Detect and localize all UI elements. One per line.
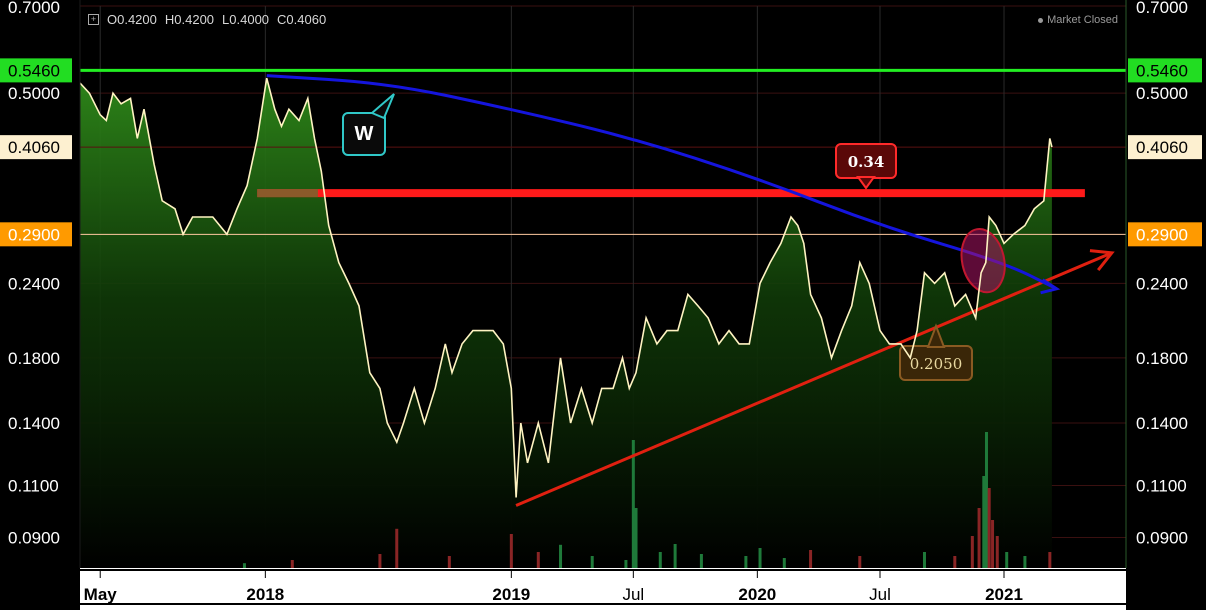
volume-bar — [858, 556, 862, 568]
w-callout-text: W — [355, 123, 374, 145]
y-tick-label-right: 0.1100 — [1136, 476, 1187, 495]
price-tag-left — [0, 58, 72, 83]
x-tick-label: May — [84, 585, 118, 604]
y-tick-label-right: 0.1400 — [1136, 414, 1188, 433]
price-tag-right-label: 0.2900 — [1136, 225, 1188, 244]
volume-bar — [624, 560, 628, 568]
price-tag-right-label: 0.4060 — [1136, 138, 1188, 157]
low-value: L0.4000 — [222, 12, 270, 27]
status-dot-icon — [1038, 17, 1044, 23]
price-tag-right — [1128, 135, 1202, 160]
volume-bar — [536, 552, 540, 568]
price-line — [79, 77, 1053, 498]
annotations: 0.34 0.2050 W — [257, 74, 1115, 507]
volume-bar — [395, 528, 399, 568]
x-tick-label: 2021 — [985, 585, 1023, 604]
volume-bar — [987, 488, 991, 568]
volume-bar — [658, 552, 662, 568]
trendline-arrowhead — [1089, 249, 1115, 272]
volume-bar — [378, 554, 382, 568]
price-area-fill — [80, 78, 1052, 568]
level-lines — [80, 68, 1126, 235]
open-value: O0.4200 — [107, 12, 157, 27]
volume-bar — [758, 548, 762, 568]
volume-bar — [673, 544, 677, 568]
price-area — [80, 78, 1052, 568]
volume-bar — [631, 440, 635, 568]
volume-bar — [1023, 556, 1027, 568]
volume-bar — [991, 520, 995, 568]
price-tag-left — [0, 222, 72, 247]
volume-bar — [634, 508, 638, 568]
volume-bar — [970, 536, 974, 568]
w-callout-pointer — [370, 93, 395, 120]
x-tick-label: 2020 — [738, 585, 776, 604]
volume-bar — [977, 508, 981, 568]
x-tick-label: Jul — [622, 585, 644, 604]
volume-bar — [447, 556, 451, 568]
y-tick-label-left: 0.5000 — [8, 84, 60, 103]
arc-arrowhead — [1040, 278, 1061, 295]
market-status-label: Market Closed — [1047, 14, 1118, 26]
high-value: H0.4200 — [164, 12, 215, 27]
y-tick-label-right: 0.5000 — [1136, 84, 1188, 103]
y-tick-label-left: 0.7000 — [8, 0, 60, 17]
x-tick-label: 2019 — [492, 585, 530, 604]
support-callout: 0.2050 — [899, 323, 973, 381]
y-tick-label-left: 0.1100 — [8, 476, 59, 495]
volume-bar — [1048, 552, 1052, 568]
volume-bar — [1005, 552, 1009, 568]
volume-bar — [590, 556, 594, 568]
arc-curve — [266, 74, 1058, 291]
y-tick-label-right: 0.0900 — [1136, 528, 1188, 547]
price-tag-left-label: 0.2900 — [8, 225, 60, 244]
volume-bar — [922, 552, 926, 568]
y-tick-label-right: 0.7000 — [1136, 0, 1188, 17]
y-tick-label-left: 0.0900 — [8, 528, 60, 547]
volume-bar — [290, 560, 294, 568]
volume-bar — [984, 432, 988, 568]
price-tag-left-label: 0.5460 — [8, 61, 60, 80]
y-tick-label-right: 0.2400 — [1136, 274, 1188, 293]
support-trendline — [515, 251, 1113, 507]
highlight-ellipse — [960, 228, 1006, 294]
y-tick-label-right: 0.1800 — [1136, 349, 1188, 368]
x-tick-label: 2018 — [246, 585, 284, 604]
close-value: C0.4060 — [277, 12, 327, 27]
resistance-callout: 0.34 — [835, 143, 897, 190]
volume-bar — [982, 476, 986, 568]
price-tag-right-label: 0.5460 — [1136, 61, 1188, 80]
volume-bar — [782, 558, 786, 568]
volume-bar — [809, 550, 813, 568]
price-tag-left-label: 0.4060 — [8, 138, 60, 157]
price-line — [79, 77, 1053, 498]
expand-icon[interactable]: + — [88, 14, 99, 25]
support-callout-pointer — [926, 323, 946, 348]
volume-bar — [744, 556, 748, 568]
price-tag-right — [1128, 58, 1202, 83]
volume-bars — [242, 432, 1052, 568]
y-tick-label-left: 0.1400 — [8, 414, 60, 433]
ohlc-readout: + O0.4200 H0.4200 L0.4000 C0.4060 — [88, 12, 326, 27]
y-tick-label-left: 0.2400 — [8, 274, 60, 293]
market-status: Market Closed — [1038, 14, 1118, 26]
volume-bar — [953, 556, 957, 568]
resistance-callout-text: 0.34 — [848, 153, 885, 171]
resistance-callout-pointer — [856, 176, 876, 190]
volume-bar — [242, 563, 246, 568]
support-callout-text: 0.2050 — [910, 355, 963, 373]
w-callout: W — [342, 93, 395, 156]
price-tag-left — [0, 135, 72, 160]
x-tick-label: Jul — [869, 585, 891, 604]
y-tick-label-left: 0.1800 — [8, 349, 60, 368]
volume-bar — [509, 534, 513, 568]
volume-bar — [699, 554, 703, 568]
volume-bar — [995, 536, 999, 568]
volume-bar — [559, 544, 563, 568]
price-tag-right — [1128, 222, 1202, 247]
w-callout-box — [342, 112, 386, 156]
